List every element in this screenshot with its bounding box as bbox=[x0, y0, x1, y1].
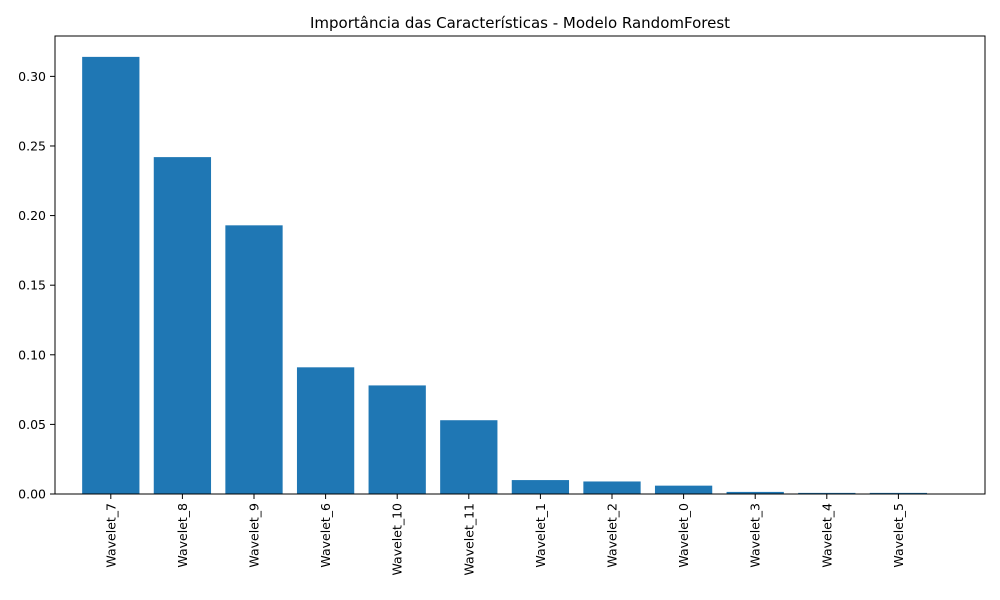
bar-wavelet-3 bbox=[726, 491, 784, 494]
bar-wavelet-8 bbox=[153, 157, 212, 495]
x-tick-label: Wavelet_11 bbox=[461, 503, 476, 576]
x-tick-label: Wavelet_8 bbox=[175, 503, 190, 568]
x-tick-label: Wavelet_5 bbox=[891, 503, 906, 568]
x-tick-label: Wavelet_10 bbox=[390, 503, 405, 576]
y-tick-label: 0.00 bbox=[18, 487, 46, 502]
x-tick-label: Wavelet_7 bbox=[103, 503, 118, 568]
y-tick-label: 0.05 bbox=[18, 417, 46, 432]
y-tick-label: 0.15 bbox=[18, 278, 46, 293]
x-tick-label: Wavelet_4 bbox=[819, 503, 834, 568]
bar-wavelet-5 bbox=[869, 492, 928, 494]
bar-wavelet-1 bbox=[511, 480, 570, 494]
x-tick-label: Wavelet_2 bbox=[605, 503, 620, 568]
bar-wavelet-4 bbox=[798, 492, 856, 494]
bar-wavelet-11 bbox=[440, 420, 498, 494]
y-tick-label: 0.10 bbox=[18, 347, 46, 362]
y-tick-label: 0.30 bbox=[18, 69, 46, 84]
y-axis-ticks: 0.00 0.05 0.10 0.15 0.20 0.25 0.30 bbox=[18, 69, 55, 502]
bar-wavelet-7 bbox=[82, 56, 140, 494]
x-tick-label: Wavelet_9 bbox=[247, 503, 262, 568]
bar-wavelet-6 bbox=[296, 367, 355, 494]
bar-wavelet-9 bbox=[225, 225, 283, 494]
bar-wavelet-10 bbox=[368, 385, 426, 494]
bars-group bbox=[82, 56, 928, 495]
bar-wavelet-2 bbox=[583, 481, 641, 494]
x-tick-label: Wavelet_6 bbox=[318, 503, 333, 568]
x-tick-label: Wavelet_3 bbox=[748, 503, 763, 568]
chart-title: Importância das Características - Modelo… bbox=[310, 14, 730, 32]
y-tick-label: 0.25 bbox=[18, 138, 46, 153]
y-tick-label: 0.20 bbox=[18, 208, 46, 223]
x-tick-label: Wavelet_0 bbox=[676, 503, 691, 568]
bar-wavelet-0 bbox=[654, 485, 713, 494]
plot-frame bbox=[54, 35, 986, 495]
x-tick-label: Wavelet_1 bbox=[533, 503, 548, 568]
x-axis-ticks: Wavelet_7 Wavelet_8 Wavelet_9 Wavelet_6 Wave… bbox=[103, 494, 906, 576]
